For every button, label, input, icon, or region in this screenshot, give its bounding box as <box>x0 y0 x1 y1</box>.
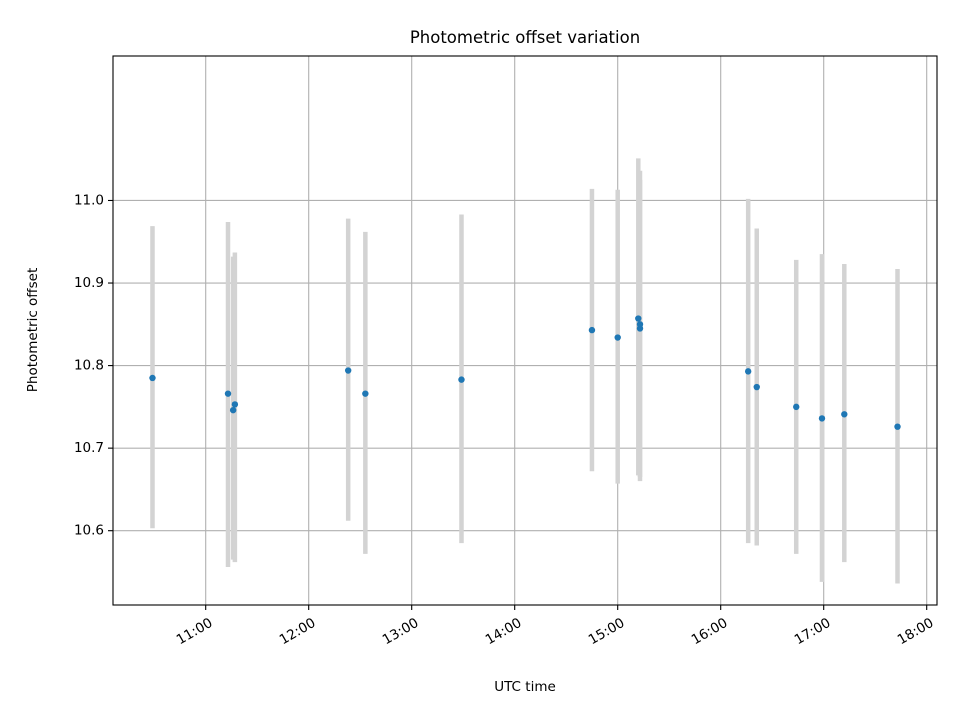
y-axis-label: Photometric offset <box>25 268 41 392</box>
y-tick-label: 10.8 <box>74 358 104 374</box>
data-point <box>793 403 800 411</box>
x-axis-label: UTC time <box>494 679 556 695</box>
plot-frame <box>112 55 938 606</box>
data-point <box>636 321 644 328</box>
data-point <box>229 406 237 414</box>
y-tick-label: 10.6 <box>74 523 104 539</box>
y-tick-label: 11.0 <box>74 192 104 208</box>
data-point <box>614 334 621 341</box>
y-tick-label: 10.9 <box>74 275 104 291</box>
y-tick-label: 10.7 <box>74 440 104 456</box>
chart-title: Photometric offset variation <box>410 28 640 47</box>
data-point <box>149 374 156 382</box>
data-point <box>588 326 596 334</box>
data-point <box>344 367 352 374</box>
data-points <box>149 315 901 430</box>
data-point <box>841 411 848 418</box>
data-point <box>635 315 642 322</box>
data-point <box>362 390 369 397</box>
data-point <box>894 423 901 430</box>
data-point <box>818 415 826 422</box>
data-point <box>224 390 232 397</box>
data-point <box>458 376 465 383</box>
data-point <box>231 401 239 408</box>
data-point <box>753 383 760 391</box>
y-axis-ticks: 10.6 10.7 10.8 10.9 11.0 <box>74 192 113 539</box>
data-point <box>744 368 752 375</box>
